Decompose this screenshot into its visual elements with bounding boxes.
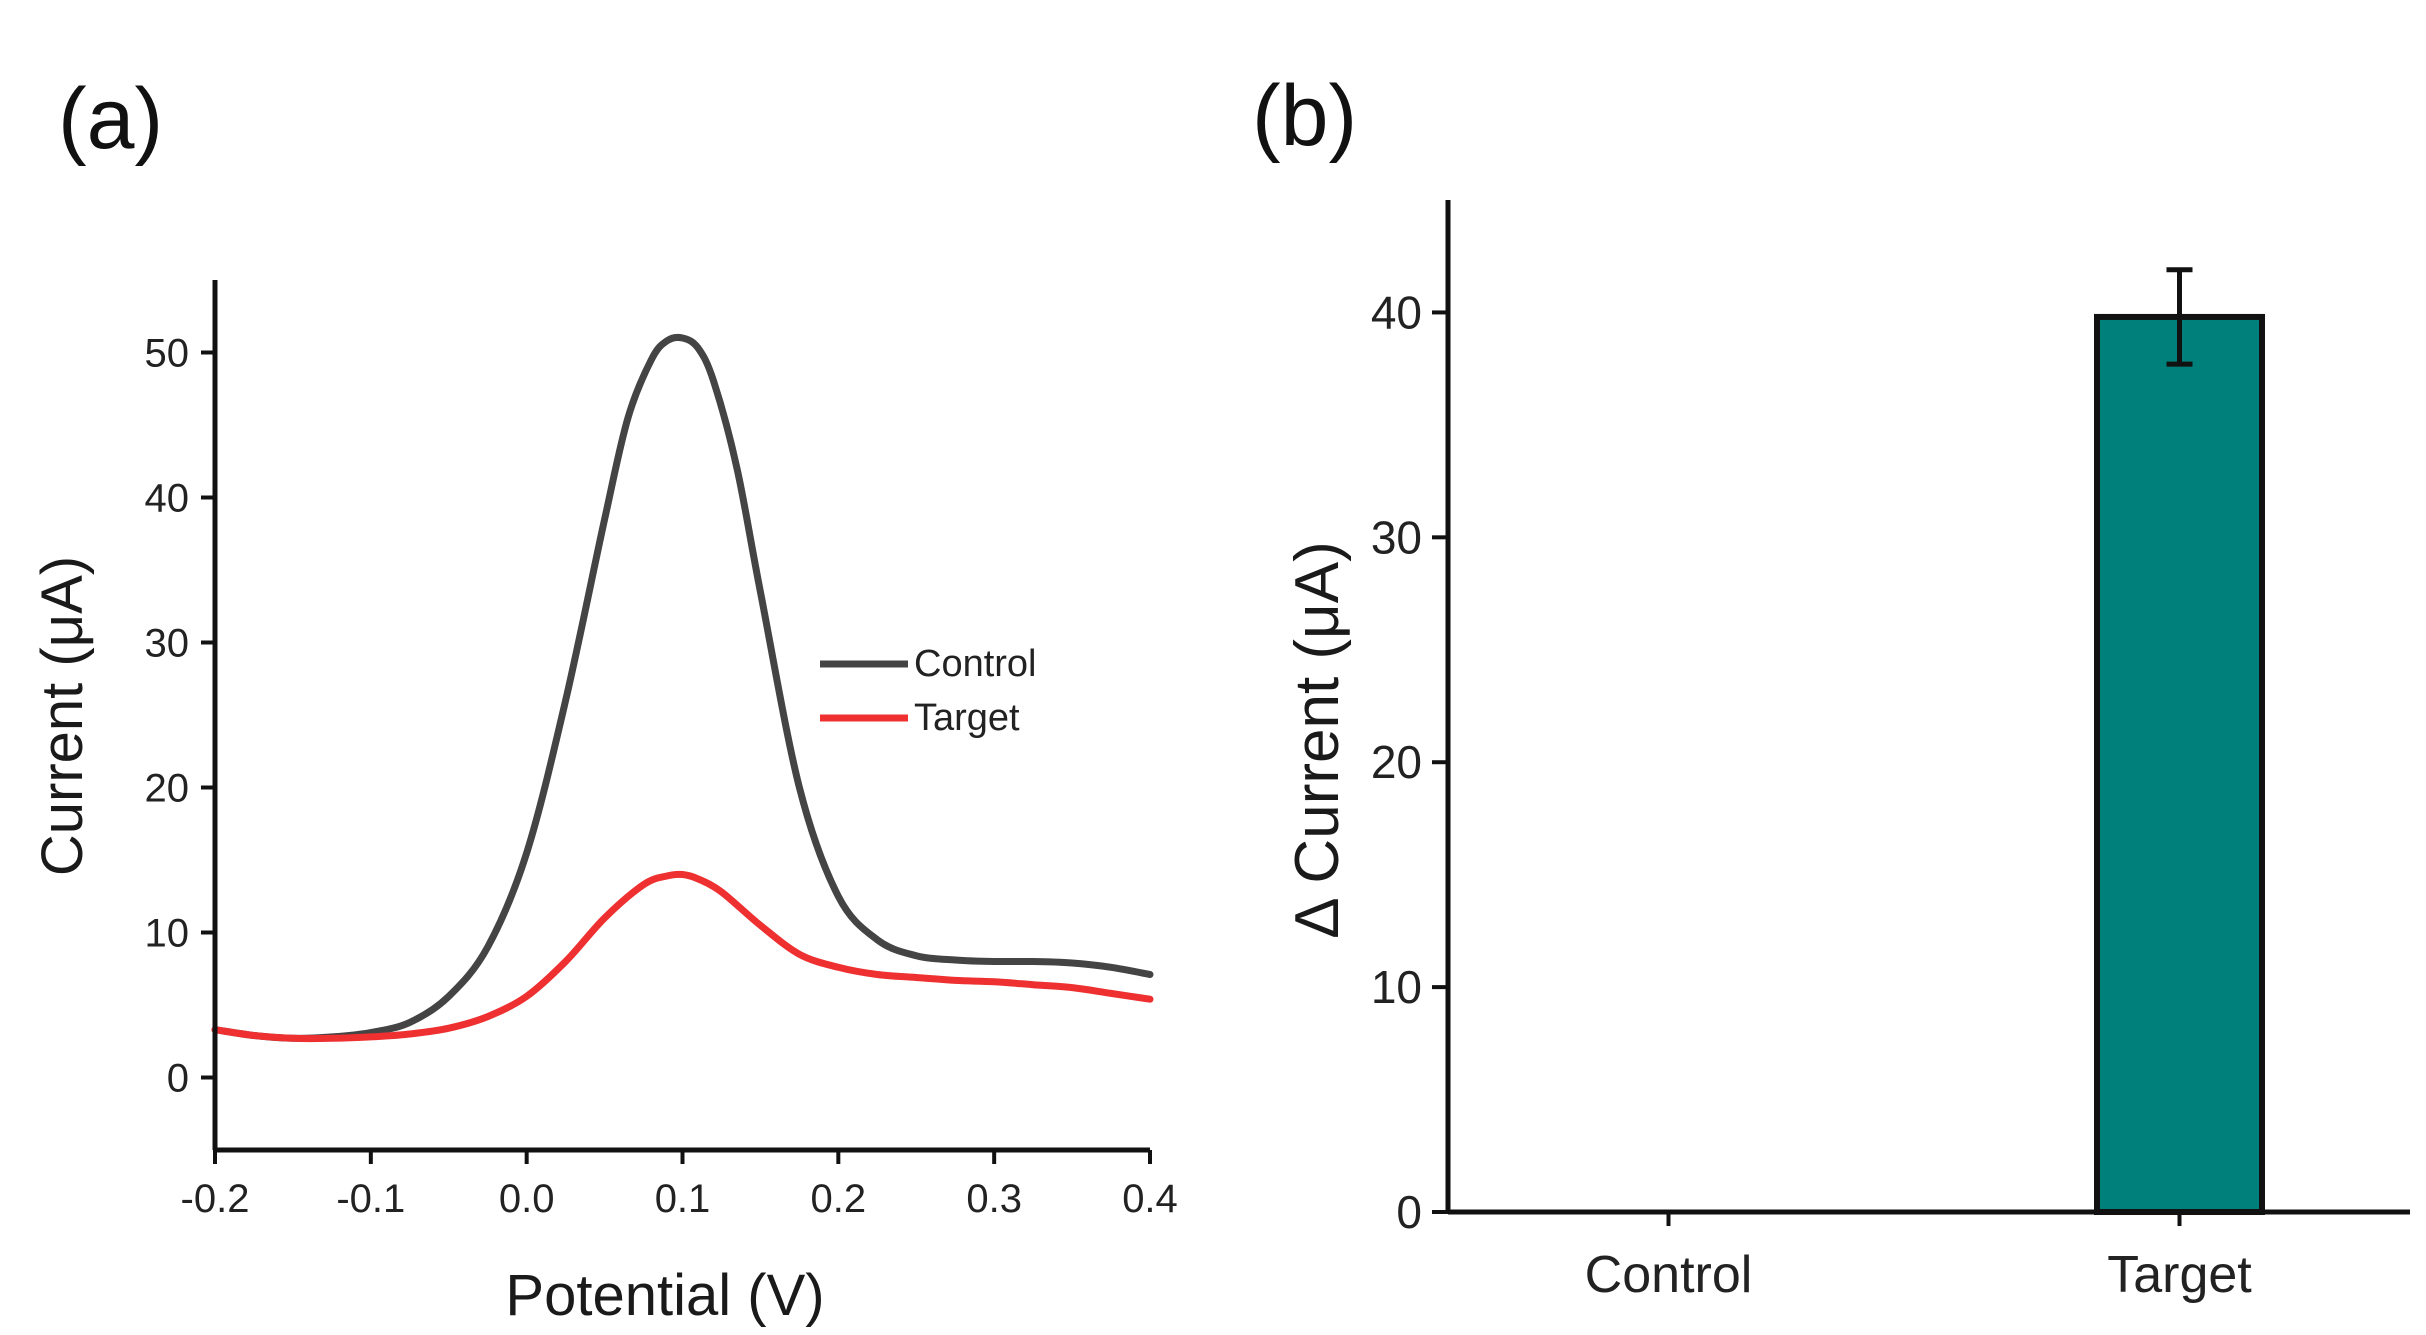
panel-b-y-tick-label: 10 xyxy=(1371,961,1422,1013)
panel-a-x-tick-label: 0.2 xyxy=(811,1177,867,1221)
panel-b-y-axis-title: Δ Current (μA) xyxy=(1283,541,1352,939)
panel-a-y-tick-label: 10 xyxy=(145,912,190,956)
panel-b-y-tick-label: 40 xyxy=(1371,286,1422,338)
panel-a-label: (a) xyxy=(58,71,163,167)
legend-label-control: Control xyxy=(914,643,1037,685)
panel-b-y-tick-label: 20 xyxy=(1371,736,1422,788)
panel-a-x-axis-title: Potential (V) xyxy=(505,1263,824,1328)
panel-a-x-tick-label: -0.1 xyxy=(336,1177,405,1221)
panel-b-y-tick-label: 30 xyxy=(1371,511,1422,563)
panel-a-x-tick-label: 0.1 xyxy=(655,1177,711,1221)
panel-a-line-chart: 0 10 20 30 40 50 -0.2 -0.1 0.0 0.1 0.2 0.3 0.4 Contr… xyxy=(30,280,1178,1328)
panel-b-bar-chart: 0 10 20 30 40 Control Target Δ Current (μA) xyxy=(1283,200,2410,1304)
panel-a-x-tick-label: 0.0 xyxy=(499,1177,555,1221)
panel-a-series xyxy=(211,333,1154,1043)
legend-label-target: Target xyxy=(914,697,1020,739)
bar-target xyxy=(2094,313,2265,1216)
panel-a-y-tick-label: 50 xyxy=(145,332,190,376)
panel-a-y-axis-title: Current (μA) xyxy=(30,556,95,876)
panel-a-x-tick-label: 0.4 xyxy=(1122,1177,1178,1221)
panel-a-y-tick-label: 30 xyxy=(145,622,190,666)
error-bar-target xyxy=(2166,267,2193,367)
panel-b-x-tick-label-control: Control xyxy=(1585,1246,1753,1304)
panel-b-y-tick-label: 0 xyxy=(1396,1186,1422,1238)
panel-a-ticks: 0 10 20 30 40 50 -0.2 -0.1 0.0 0.1 0.2 0.3 0.4 xyxy=(145,332,1178,1222)
panel-a-y-tick-label: 40 xyxy=(145,477,190,521)
panel-b-bars xyxy=(2094,267,2265,1216)
panel-a-y-tick-label: 20 xyxy=(145,767,190,811)
panel-a-x-tick-label: 0.3 xyxy=(966,1177,1022,1221)
panel-a-y-tick-label: 0 xyxy=(167,1057,189,1101)
panel-b-ticks: 0 10 20 30 40 Control Target xyxy=(1371,286,2252,1304)
panel-b-label: (b) xyxy=(1252,68,1357,164)
panel-b-x-tick-label-target: Target xyxy=(2107,1246,2252,1304)
panel-a-x-tick-label: -0.2 xyxy=(181,1177,250,1221)
series-line-target xyxy=(211,870,1154,1043)
series-line-control xyxy=(211,333,1154,1042)
panel-a-legend: Control Target xyxy=(820,643,1037,739)
